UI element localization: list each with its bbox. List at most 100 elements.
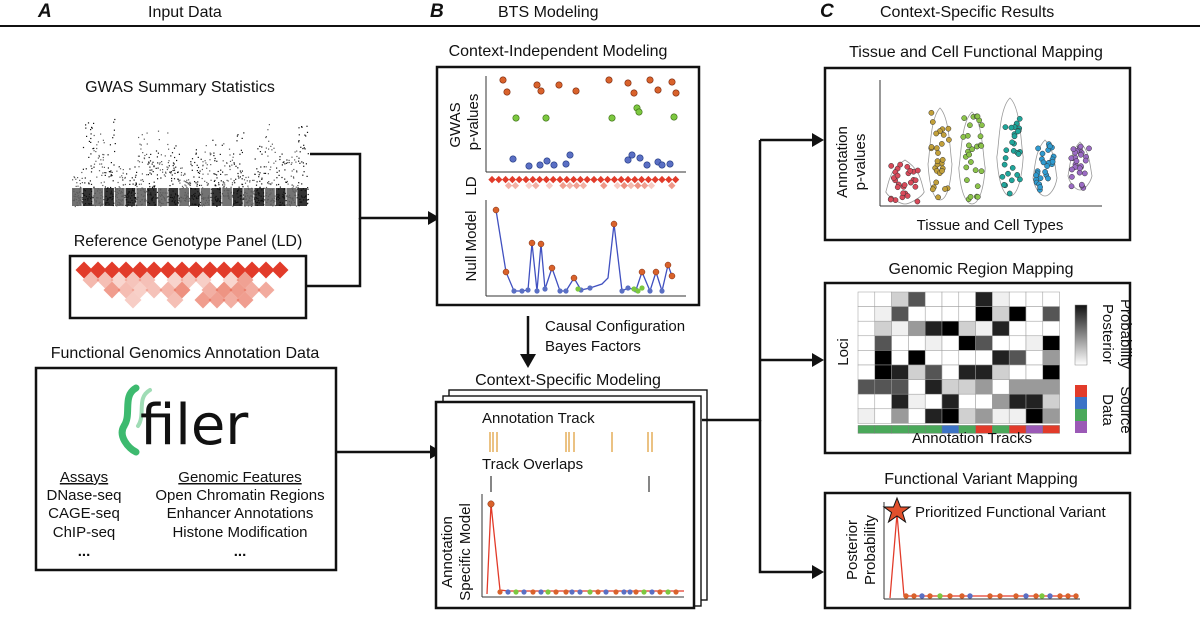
manhattan-point: [189, 181, 191, 183]
manhattan-point: [241, 183, 243, 185]
feature-item: Histone Modification: [172, 524, 307, 541]
violin-point: [907, 167, 914, 174]
variant-point: [987, 593, 993, 599]
heatmap-cell: [924, 408, 943, 424]
heatmap-cell: [1008, 350, 1027, 366]
ld-diagonal-cell: [187, 261, 205, 279]
manhattan-point: [302, 174, 304, 176]
manhattan-point: [226, 174, 228, 176]
assay-item: DNase-seq: [46, 487, 121, 504]
null-point-blue: [619, 288, 625, 294]
manhattan-point: [112, 180, 114, 182]
heatmap-cell: [941, 364, 960, 380]
heatmap-cell: [1008, 364, 1027, 380]
manhattan-point: [175, 166, 177, 168]
manhattan-point: [274, 195, 276, 197]
variant-point: [1047, 593, 1053, 599]
asm-point: [673, 589, 679, 595]
ld-strip-cell-lower: [647, 181, 656, 190]
manhattan-point: [271, 143, 273, 145]
tracks-label: Annotation Tracks: [912, 430, 1032, 447]
manhattan-point: [81, 182, 83, 184]
manhattan-point: [222, 171, 224, 173]
heatmap-cell: [891, 408, 909, 424]
manhattan-point: [298, 141, 300, 143]
manhattan-point: [295, 161, 297, 163]
manhattan-point: [264, 199, 266, 201]
manhattan-point: [224, 184, 226, 186]
violin-point: [1077, 151, 1084, 158]
ld-heatmap: [75, 261, 289, 309]
manhattan-point: [105, 172, 107, 174]
manhattan-point: [259, 151, 261, 153]
manhattan-point: [90, 183, 93, 185]
violin-point: [900, 190, 906, 197]
manhattan-point: [259, 145, 261, 147]
annotation-data-title: Functional Genomics Annotation Data: [51, 345, 320, 362]
asm-point: [613, 589, 619, 595]
violin-point: [888, 163, 895, 169]
variant-point: [959, 593, 965, 599]
null-point-green: [635, 288, 641, 294]
manhattan-point: [276, 167, 278, 169]
manhattan-point: [205, 162, 207, 164]
manhattan-point: [151, 163, 153, 165]
violin-point: [1015, 151, 1022, 157]
manhattan-point: [179, 182, 181, 184]
manhattan-point: [187, 183, 189, 185]
heatmap-cell: [1042, 306, 1060, 322]
manhattan-point: [92, 197, 94, 199]
asm-point: [603, 589, 609, 595]
variant-point: [919, 593, 925, 599]
manhattan-point: [134, 166, 136, 168]
track-source-cell: [1042, 425, 1060, 434]
manhattan-point: [295, 186, 297, 188]
annotation-data-box: [34, 366, 338, 572]
manhattan-point: [82, 146, 85, 149]
manhattan-point: [119, 176, 121, 178]
ld-strip-cell-lower: [525, 181, 533, 190]
manhattan-point: [107, 187, 109, 189]
manhattan-point: [218, 184, 220, 186]
manhattan-point: [101, 166, 103, 168]
violin-outline: [1067, 141, 1093, 191]
violin-point: [914, 167, 921, 174]
heatmap-cell: [874, 350, 892, 366]
track-overlap-marks: [490, 476, 650, 492]
violin-point: [892, 197, 899, 203]
manhattan-point: [284, 178, 286, 180]
data-source-legend: [1075, 385, 1087, 433]
manhattan-point: [296, 150, 298, 152]
manhattan-point: [168, 160, 170, 162]
manhattan-point: [118, 166, 120, 168]
manhattan-point: [276, 171, 278, 173]
manhattan-point: [170, 172, 172, 174]
manhattan-point: [188, 200, 190, 202]
violin-point: [1068, 155, 1075, 162]
manhattan-point: [284, 169, 286, 171]
manhattan-point: [89, 180, 91, 182]
violin-point: [1009, 139, 1015, 146]
asm-point: [595, 589, 601, 595]
violin-point: [1040, 159, 1047, 166]
manhattan-point: [163, 174, 165, 176]
heatmap-cell: [924, 335, 943, 351]
manhattan-point: [288, 159, 290, 161]
violin-point: [934, 158, 941, 164]
ld-strip-cell-lower: [545, 181, 554, 190]
source-legend-label: Source: [1117, 386, 1134, 434]
manhattan-point: [148, 183, 150, 185]
manhattan-point: [81, 197, 83, 199]
asm-axis-label: Annotation: [439, 516, 456, 588]
ld-cell: [166, 271, 184, 289]
manhattan-point: [111, 171, 113, 173]
manhattan-point: [264, 151, 266, 153]
manhattan-point: [267, 182, 269, 184]
gwas-point-blue: [666, 160, 674, 168]
heatmap-cell: [857, 364, 876, 380]
variant-point: [1039, 593, 1045, 599]
ci-ld-strip: [488, 175, 680, 190]
manhattan-point: [136, 185, 138, 188]
manhattan-point: [307, 199, 309, 201]
manhattan-point: [261, 177, 263, 179]
